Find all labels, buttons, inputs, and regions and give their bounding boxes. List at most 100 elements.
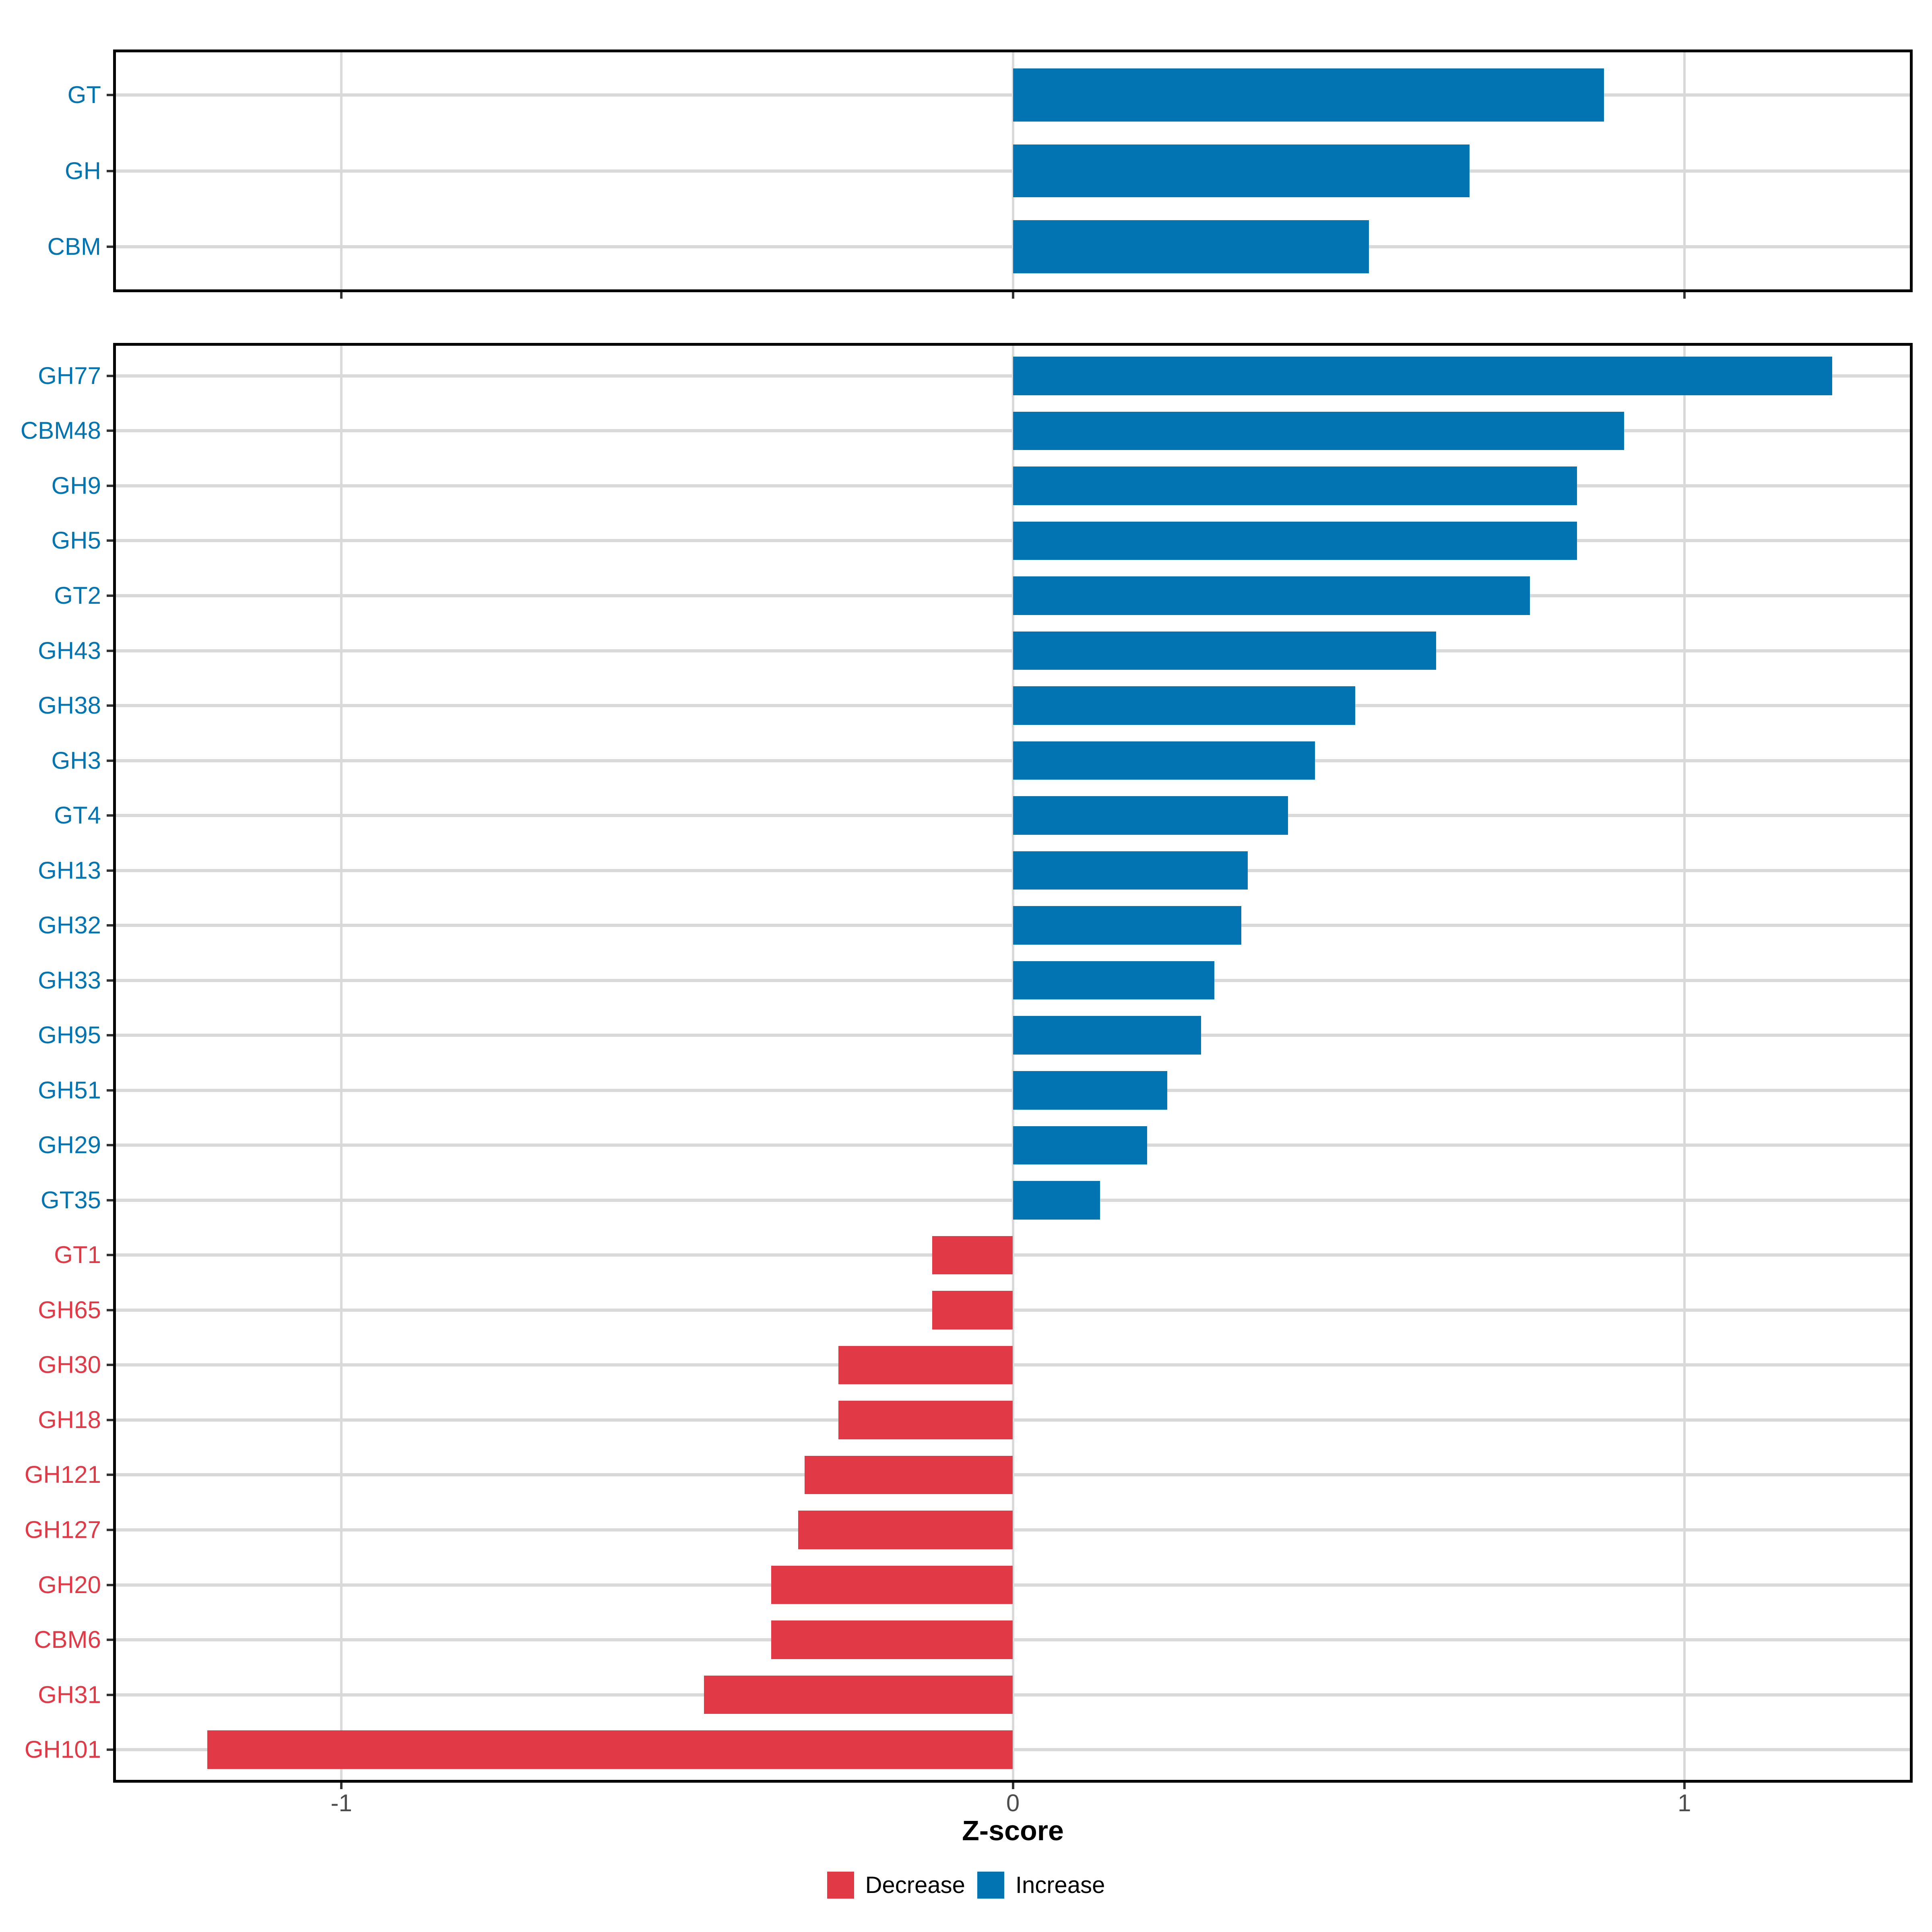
y-tick-CBM6: [107, 1639, 113, 1641]
x-tick-1-panel1: [1683, 1783, 1686, 1789]
row-label-CBM48: CBM48: [20, 417, 101, 444]
row-label-GH31: GH31: [38, 1681, 101, 1708]
panel-cazyme-families: [113, 343, 1913, 1783]
bar-GH101: [207, 1730, 1013, 1769]
row-label-GT2: GT2: [54, 582, 101, 609]
row-label-GH121: GH121: [24, 1461, 101, 1488]
y-tick-GH9: [107, 484, 113, 487]
row-label-GT1: GT1: [54, 1241, 101, 1269]
row-label-GH30: GH30: [38, 1351, 101, 1379]
y-tick-CBM: [107, 245, 113, 248]
y-tick-GH95: [107, 1034, 113, 1037]
bar-GH5: [1013, 521, 1577, 560]
x-gridline--1: [340, 343, 343, 1783]
bar-GH95: [1013, 1016, 1201, 1055]
row-label-CBM6: CBM6: [34, 1626, 101, 1653]
bar-CBM: [1013, 220, 1369, 273]
y-tick-GH101: [107, 1748, 113, 1751]
x-tick-label--1: -1: [330, 1790, 352, 1816]
y-tick-GH38: [107, 704, 113, 707]
x-tick-label-1: 1: [1678, 1790, 1691, 1816]
x-axis-title: Z-score: [962, 1815, 1064, 1846]
row-label-GH77: GH77: [38, 362, 101, 389]
row-gridline-GT1: [113, 1253, 1913, 1257]
bar-CBM48: [1013, 411, 1624, 450]
row-label-GH18: GH18: [38, 1406, 101, 1433]
x-gridline-1: [1683, 343, 1686, 1783]
row-label-GH5: GH5: [51, 527, 101, 554]
row-label-GH95: GH95: [38, 1022, 101, 1049]
row-label-GH13: GH13: [38, 857, 101, 884]
row-label-GH101: GH101: [24, 1736, 101, 1763]
x-tick--1-panel0: [340, 292, 343, 299]
bar-GH29: [1013, 1126, 1148, 1165]
row-gridline-GH20: [113, 1583, 1913, 1587]
row-label-GH65: GH65: [38, 1296, 101, 1323]
bar-GT2: [1013, 576, 1530, 615]
bar-GH43: [1013, 631, 1436, 670]
bar-GH38: [1013, 686, 1356, 725]
bar-GH: [1013, 144, 1470, 198]
y-tick-GT2: [107, 594, 113, 597]
y-tick-GH65: [107, 1309, 113, 1311]
y-tick-GH29: [107, 1144, 113, 1147]
bar-GH77: [1013, 357, 1832, 395]
y-tick-GH30: [107, 1364, 113, 1366]
bar-GH51: [1013, 1071, 1168, 1110]
y-tick-GH18: [107, 1418, 113, 1421]
row-label-GH29: GH29: [38, 1131, 101, 1159]
panel-cazyme-classes: [113, 50, 1913, 292]
y-tick-GH127: [107, 1528, 113, 1531]
row-label-GT: GT: [67, 81, 101, 109]
bar-GH31: [704, 1675, 1013, 1714]
y-tick-CBM48: [107, 429, 113, 432]
bar-GH65: [932, 1291, 1013, 1329]
y-tick-GH121: [107, 1474, 113, 1476]
legend-swatch-increase: [977, 1872, 1004, 1899]
bar-GH121: [805, 1455, 1013, 1494]
x-tick-0-panel1: [1011, 1783, 1014, 1789]
row-gridline-GH65: [113, 1308, 1913, 1312]
bar-GT35: [1013, 1181, 1100, 1220]
row-gridline-GH30: [113, 1363, 1913, 1367]
row-label-GT4: GT4: [54, 802, 101, 829]
x-tick-label-0: 0: [1006, 1790, 1020, 1816]
legend-swatch-decrease: [827, 1872, 854, 1899]
row-label-GH3: GH3: [51, 747, 101, 774]
y-tick-GH33: [107, 979, 113, 982]
x-gridline-0: [1011, 343, 1014, 1783]
y-tick-GT35: [107, 1199, 113, 1201]
y-tick-GT1: [107, 1254, 113, 1257]
x-tick-1-panel0: [1683, 292, 1686, 299]
row-gridline-GH121: [113, 1473, 1913, 1477]
row-label-CBM: CBM: [47, 233, 101, 260]
row-label-GH32: GH32: [38, 912, 101, 939]
bar-GT1: [932, 1236, 1013, 1275]
row-label-GH38: GH38: [38, 692, 101, 719]
bar-GH32: [1013, 906, 1241, 945]
y-tick-GH5: [107, 539, 113, 542]
row-label-GH20: GH20: [38, 1571, 101, 1598]
row-gridline-GH101: [113, 1748, 1913, 1752]
y-tick-GT4: [107, 814, 113, 817]
bar-GH127: [798, 1511, 1013, 1549]
y-tick-GH51: [107, 1089, 113, 1092]
y-tick-GT: [107, 94, 113, 97]
legend-item-decrease: Decrease: [827, 1872, 965, 1899]
row-gridline-GH18: [113, 1418, 1913, 1422]
bar-GH30: [838, 1346, 1013, 1385]
row-label-GH33: GH33: [38, 966, 101, 994]
row-label-GT35: GT35: [40, 1186, 101, 1214]
row-label-GH127: GH127: [24, 1516, 101, 1543]
bar-GH20: [771, 1565, 1013, 1604]
x-tick--1-panel1: [340, 1783, 343, 1789]
bar-GT: [1013, 68, 1604, 122]
bar-GH9: [1013, 466, 1577, 505]
bar-GH33: [1013, 961, 1214, 1000]
row-gridline-CBM6: [113, 1638, 1913, 1642]
y-tick-GH13: [107, 869, 113, 872]
y-tick-GH31: [107, 1693, 113, 1696]
row-label-GH: GH: [65, 157, 101, 184]
bar-CBM6: [771, 1620, 1013, 1659]
